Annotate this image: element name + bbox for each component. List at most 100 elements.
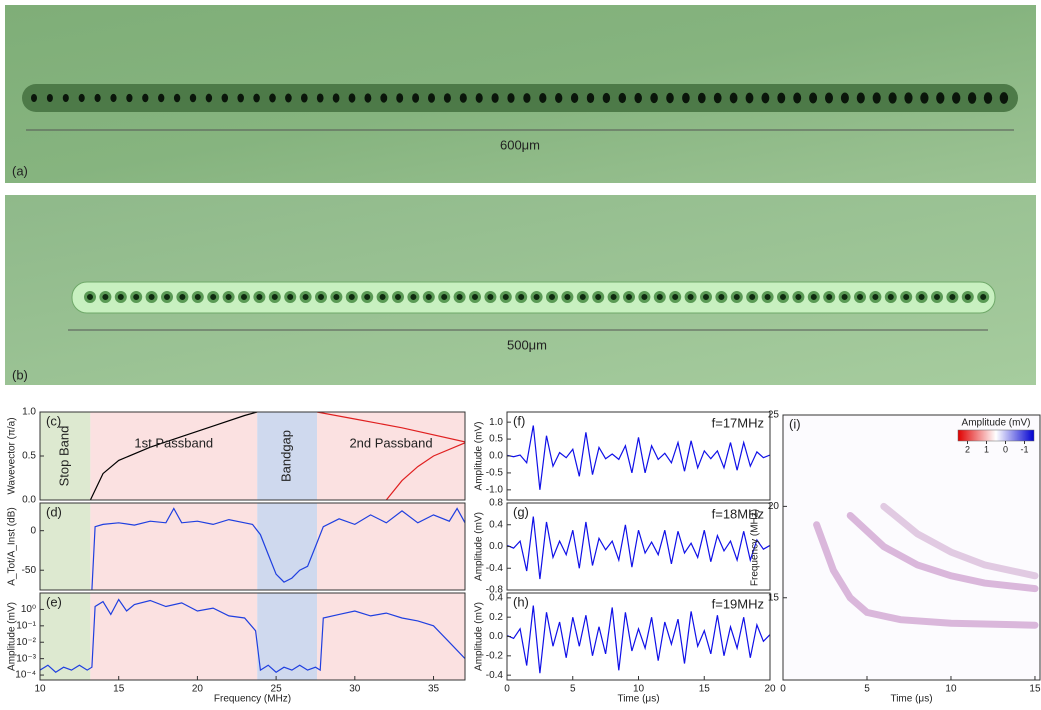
plot-area	[507, 517, 770, 580]
y-axis-label: Amplitude (mV)	[474, 512, 485, 581]
hole	[936, 92, 944, 103]
hole	[963, 293, 972, 302]
hole	[702, 293, 711, 302]
y-axis-label: Amplitude (mV)	[474, 422, 485, 491]
plot-area	[507, 426, 770, 490]
x-tick-label: 5	[570, 684, 576, 695]
hole	[603, 93, 610, 103]
hole	[476, 93, 483, 103]
hole	[825, 293, 834, 302]
hole	[532, 293, 541, 302]
x-tick-label: 0	[780, 684, 786, 695]
hole	[255, 293, 264, 302]
hole	[948, 293, 957, 302]
y-axis-label: Frequency (MHz)	[750, 509, 761, 586]
y-tick-label: -0.4	[486, 670, 504, 681]
hole	[555, 93, 562, 103]
hole	[174, 94, 180, 103]
hole	[224, 293, 233, 302]
colorbar-tick-label: 2	[965, 444, 970, 454]
hole	[147, 293, 156, 302]
panel-label: (i)	[789, 416, 801, 431]
y-tick-label: 10⁰	[21, 604, 36, 615]
hole	[301, 293, 310, 302]
beam-a	[22, 84, 1018, 112]
panel-label: (f)	[513, 413, 525, 428]
y-tick-label: 0.4	[489, 519, 503, 530]
hole	[779, 293, 788, 302]
colorbar-tick-label: 0	[1003, 444, 1008, 454]
x-tick-label: 15	[113, 684, 125, 695]
hole	[363, 293, 372, 302]
hole	[857, 92, 865, 103]
hole	[209, 293, 218, 302]
hole	[809, 93, 817, 104]
band	[90, 412, 257, 500]
hole	[920, 92, 928, 103]
hole	[873, 92, 881, 103]
x-tick-label: 20	[192, 684, 204, 695]
hole	[501, 293, 510, 302]
hole	[763, 293, 772, 302]
series-line	[507, 517, 770, 580]
x-tick-label: 0	[504, 684, 510, 695]
hole	[253, 94, 260, 103]
y-axis-label: Amplitude (mV)	[7, 602, 18, 671]
hole	[471, 293, 480, 302]
y-tick-label: 0.0	[22, 495, 36, 506]
hole	[917, 293, 926, 302]
hole	[794, 293, 803, 302]
y-tick-label: 0.0	[489, 631, 503, 642]
y-axis-label: Wavevector (π/a)	[7, 417, 18, 494]
hole	[625, 293, 634, 302]
hole	[364, 93, 371, 102]
hole	[682, 93, 690, 103]
y-tick-label: 10⁻³	[16, 653, 36, 664]
hole	[285, 94, 292, 103]
hole	[825, 93, 833, 104]
hole	[507, 93, 514, 103]
y-tick-label: 0.4	[489, 592, 503, 603]
hole	[95, 94, 101, 102]
x-tick-label: 10	[34, 684, 46, 695]
scale-label: 600μm	[500, 137, 540, 152]
y-tick-label: 0.0	[489, 451, 503, 462]
hole	[394, 293, 403, 302]
hole	[902, 293, 911, 302]
hole	[222, 94, 228, 103]
hole	[190, 94, 196, 103]
hole	[1000, 92, 1008, 104]
x-axis-label: Frequency (MHz)	[214, 694, 291, 705]
x-tick-label: 20	[764, 684, 776, 695]
hole	[349, 93, 356, 102]
hole	[132, 293, 141, 302]
hole	[889, 92, 897, 103]
y-tick-label: 10⁻⁴	[15, 670, 36, 681]
band-label: Bandgap	[279, 430, 294, 482]
hole	[317, 293, 326, 302]
band-label: Stop Band	[57, 426, 72, 487]
y-tick-label: -0.2	[486, 650, 504, 661]
y-tick-label: -0.4	[486, 563, 504, 574]
hole	[761, 93, 769, 104]
hole	[126, 94, 132, 102]
colorbar-title: Amplitude (mV)	[962, 418, 1031, 429]
hole	[492, 93, 499, 103]
y-tick-label: 15	[768, 592, 780, 603]
hole	[594, 293, 603, 302]
hole	[587, 93, 594, 103]
hole	[732, 293, 741, 302]
hole	[666, 93, 674, 103]
y-axis-label: A_Tot/A_Inst (dB)	[7, 507, 18, 585]
hole	[809, 293, 818, 302]
hole	[777, 93, 785, 104]
hole	[486, 293, 495, 302]
plot-area	[40, 503, 465, 590]
hole	[396, 93, 403, 102]
hole	[428, 93, 435, 103]
band	[257, 503, 317, 590]
x-tick-label: 10	[945, 684, 957, 695]
y-tick-label: 20	[768, 501, 780, 512]
y-axis-label: Amplitude (mV)	[474, 602, 485, 671]
hole	[333, 93, 340, 102]
